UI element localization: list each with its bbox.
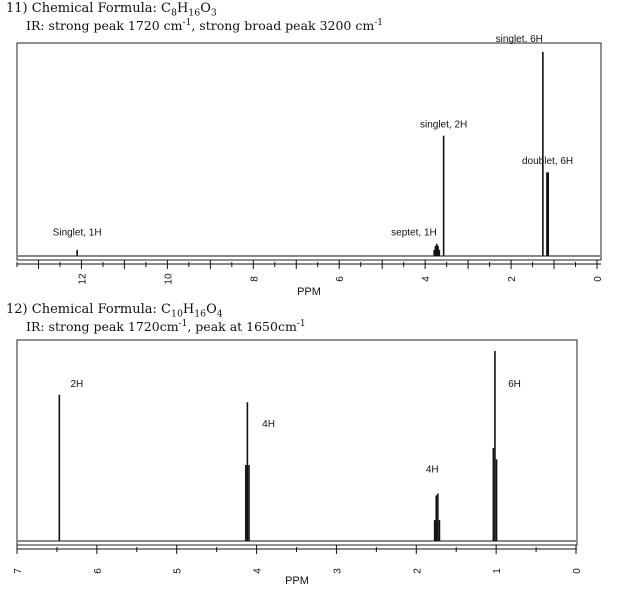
tick-label: 8	[249, 276, 260, 282]
peak-annotation: 4H	[262, 419, 275, 430]
formula-part: O	[206, 302, 217, 317]
nmr-spectrum-11: 12 10 8 6 4 2 0 PPM singlet, 6H singlet, 2H double…	[16, 34, 604, 298]
formula-part: 8	[171, 7, 177, 19]
problem-11-ir: IR: strong peak 1720 cm-1, strong broad …	[26, 18, 383, 33]
tick-label: 6	[335, 276, 346, 282]
formula-part: 16	[194, 308, 207, 320]
problem-12-ir: IR: strong peak 1720cm-1, peak at 1650cm…	[26, 319, 306, 334]
formula-part: 3	[210, 7, 217, 19]
tick-label: 0	[593, 276, 604, 282]
tick-label: 2	[507, 276, 518, 282]
tick-label: 7	[13, 568, 24, 574]
tick-label: 6	[93, 568, 104, 574]
peak-annotation: doublet, 6H	[522, 156, 573, 167]
peak-annotation: septet, 1H	[391, 228, 437, 239]
formula-part: H	[182, 302, 195, 317]
tick-label: 12	[77, 273, 88, 285]
x-axis-title: PPM	[297, 286, 321, 298]
formula-part: 16	[188, 7, 201, 19]
peak-annotation: singlet, 6H	[496, 34, 543, 45]
ir-part: , strong broad peak 3200 cm	[191, 18, 375, 33]
formula-part: O	[200, 1, 211, 16]
peak-annotation: singlet, 2H	[420, 120, 467, 131]
problem-11-formula: C8H16O3	[161, 1, 217, 19]
ir-part: , peak at 1650cm	[187, 319, 297, 334]
peak-annotation: 6H	[508, 379, 521, 390]
problem-11-title: 11) Chemical Formula: C8H16O3	[6, 1, 217, 19]
formula-part: H	[176, 1, 189, 16]
tick-label: 2	[412, 568, 423, 574]
formula-part: 4	[216, 308, 223, 320]
formula-part: C	[161, 302, 171, 317]
tick-label: 4	[253, 568, 264, 574]
tick-label: 4	[421, 276, 432, 282]
formula-part: 10	[171, 308, 183, 320]
tick-label: 0	[572, 568, 583, 574]
ir-part: IR: strong peak 1720cm	[26, 319, 179, 334]
spectrum-frame	[16, 339, 578, 546]
formula-part: C	[161, 1, 171, 16]
problem-11-prefix: 11) Chemical Formula:	[6, 1, 162, 16]
problem-12-title: 12) Chemical Formula: C10H16O4	[6, 302, 223, 320]
tick-label: 5	[173, 568, 184, 574]
peak-annotation: 4H	[426, 465, 439, 476]
ir-part: -1	[178, 318, 188, 329]
x-axis-title: PPM	[285, 575, 309, 587]
peak-annotation: Singlet, 1H	[53, 228, 102, 239]
nmr-spectrum-12: 7 6 5 4 3 2 1 0 PPM 2H 4H 4H 6H	[13, 339, 583, 587]
ir-part: IR: strong peak 1720 cm	[26, 18, 183, 33]
problem-12-prefix: 12) Chemical Formula:	[6, 302, 162, 317]
peak-annotation: 2H	[70, 379, 83, 390]
tick-label: 10	[163, 273, 174, 285]
tick-label: 3	[332, 568, 343, 574]
ir-part: -1	[374, 17, 383, 28]
spectrum-frame	[16, 42, 602, 261]
ir-part: -1	[182, 17, 192, 28]
ir-part: -1	[296, 318, 306, 329]
problem-12-formula: C10H16O4	[161, 302, 223, 320]
tick-label: 1	[492, 568, 503, 574]
